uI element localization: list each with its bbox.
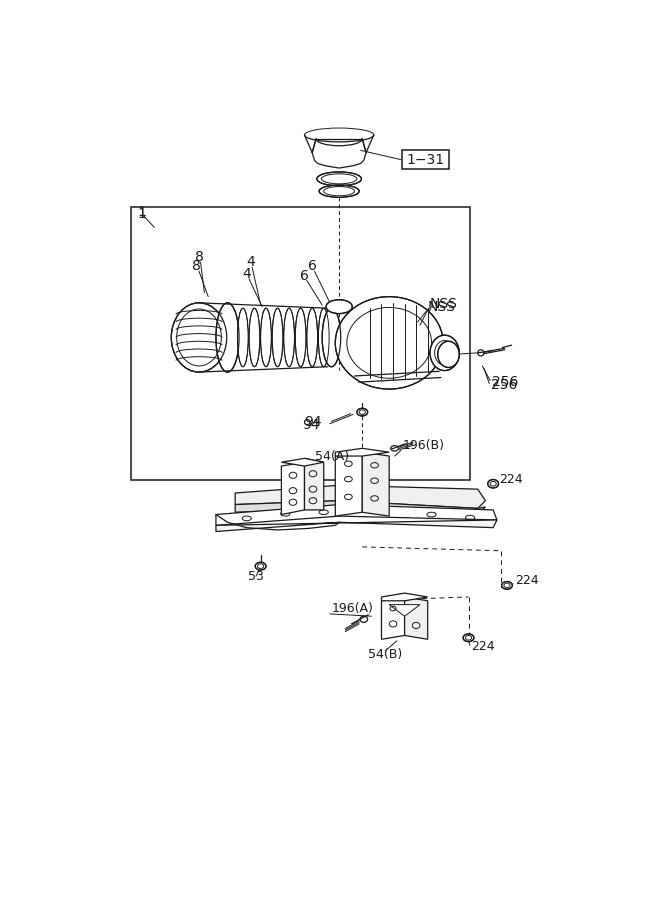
Ellipse shape (488, 480, 498, 488)
Bar (131, 207, 470, 480)
Text: 8: 8 (195, 249, 203, 264)
Text: 53: 53 (248, 570, 264, 582)
Polygon shape (389, 605, 420, 617)
Text: 1: 1 (137, 205, 146, 219)
Text: NSS: NSS (430, 297, 458, 311)
Text: 224: 224 (472, 641, 495, 653)
Polygon shape (216, 505, 497, 526)
Ellipse shape (272, 308, 283, 366)
Polygon shape (216, 520, 497, 532)
Text: 4: 4 (242, 266, 251, 281)
FancyBboxPatch shape (402, 150, 450, 169)
Polygon shape (362, 452, 389, 516)
Ellipse shape (357, 409, 368, 416)
Ellipse shape (430, 335, 460, 371)
Ellipse shape (249, 308, 260, 366)
Polygon shape (382, 593, 428, 601)
Polygon shape (382, 597, 405, 639)
Ellipse shape (317, 172, 362, 185)
Text: NSS: NSS (428, 300, 456, 314)
Polygon shape (235, 485, 486, 508)
Ellipse shape (261, 308, 271, 366)
Ellipse shape (295, 308, 306, 366)
Text: 94: 94 (302, 418, 320, 432)
Ellipse shape (216, 302, 239, 372)
Text: 6: 6 (307, 259, 317, 273)
Text: 224: 224 (500, 472, 523, 486)
Text: 94: 94 (305, 415, 322, 429)
Text: 256: 256 (491, 378, 517, 392)
Ellipse shape (318, 308, 329, 366)
Text: 6: 6 (300, 269, 309, 283)
Text: 196(A): 196(A) (331, 602, 374, 615)
Ellipse shape (322, 308, 341, 366)
Polygon shape (405, 597, 428, 639)
Text: 54(B): 54(B) (368, 648, 402, 662)
Text: 224: 224 (515, 574, 538, 588)
Ellipse shape (319, 185, 359, 197)
Ellipse shape (307, 308, 317, 366)
Ellipse shape (336, 297, 443, 389)
Ellipse shape (255, 562, 266, 570)
Text: 4: 4 (246, 255, 255, 269)
Polygon shape (281, 458, 323, 466)
Text: 1: 1 (137, 207, 146, 221)
Polygon shape (281, 463, 305, 515)
Text: 54(A): 54(A) (315, 449, 349, 463)
Ellipse shape (237, 308, 248, 366)
Ellipse shape (502, 581, 512, 590)
Polygon shape (336, 452, 362, 516)
Ellipse shape (438, 341, 460, 367)
Polygon shape (235, 500, 486, 515)
Polygon shape (305, 458, 323, 510)
Text: 8: 8 (192, 259, 201, 273)
Ellipse shape (283, 308, 295, 366)
Ellipse shape (326, 300, 352, 313)
Ellipse shape (463, 634, 474, 642)
Text: 256: 256 (492, 375, 518, 389)
Ellipse shape (171, 302, 227, 372)
Polygon shape (336, 448, 389, 456)
Text: 196(B): 196(B) (402, 439, 444, 452)
Text: 1−31: 1−31 (406, 153, 444, 167)
